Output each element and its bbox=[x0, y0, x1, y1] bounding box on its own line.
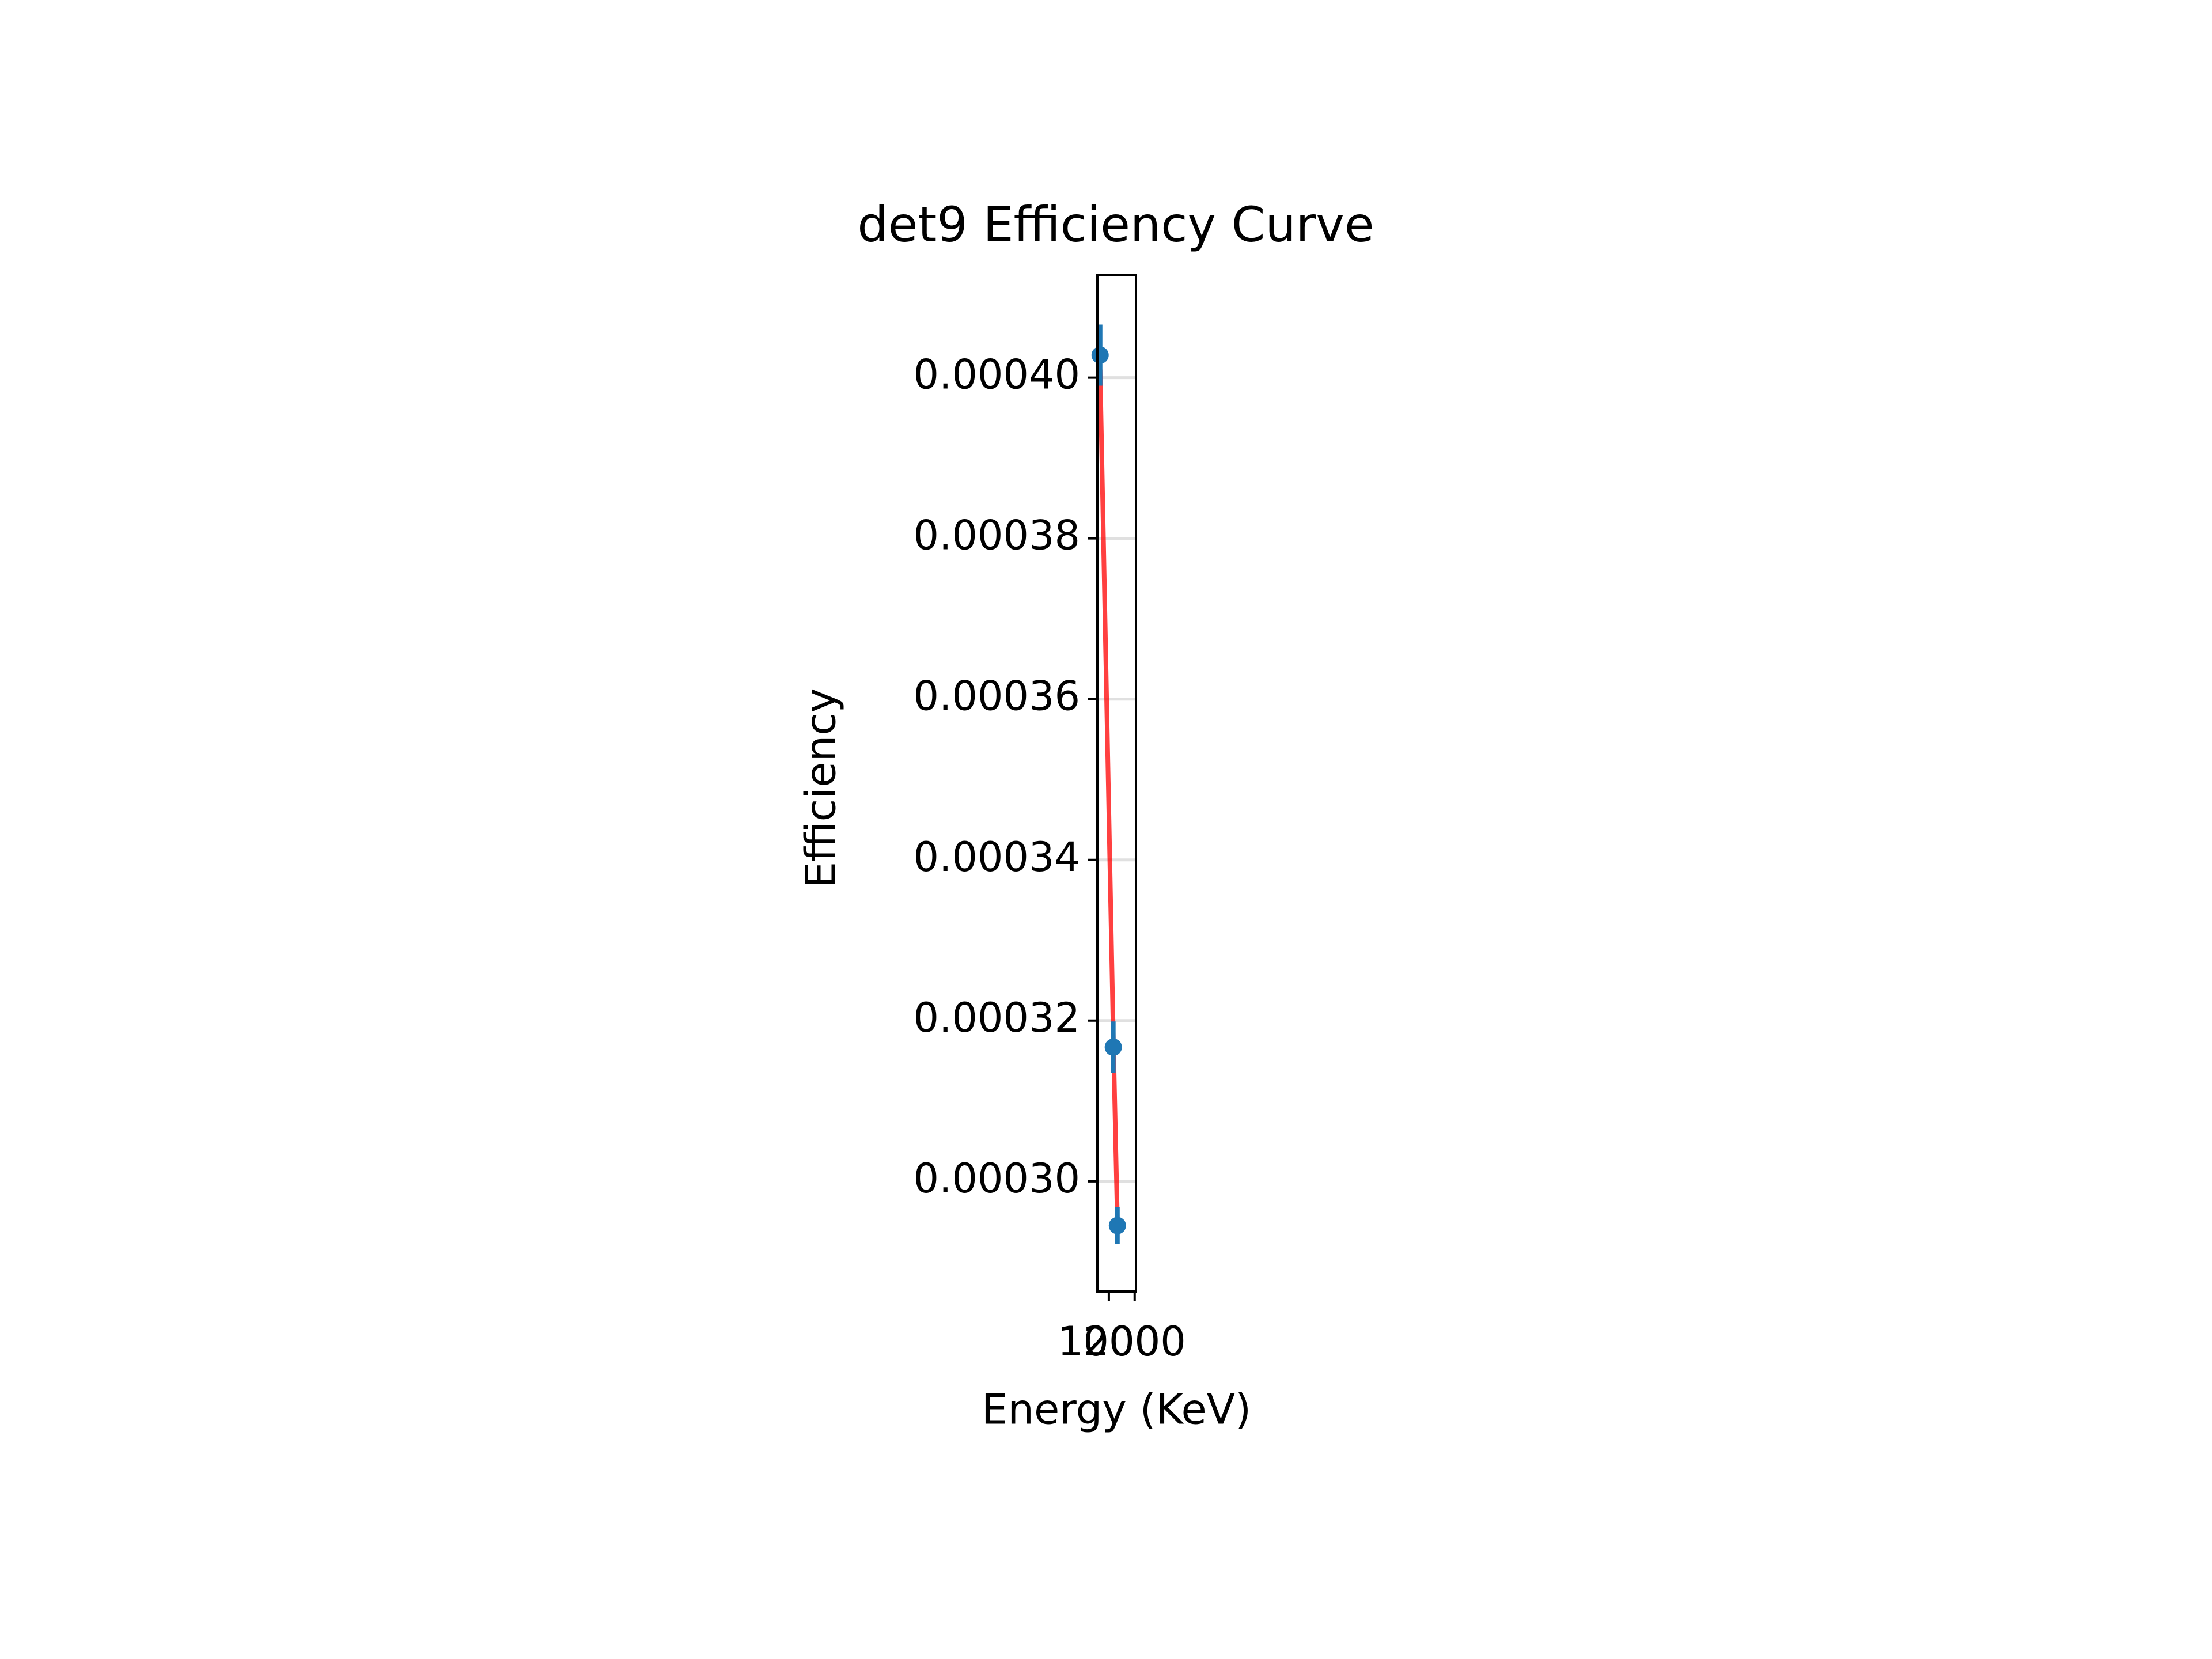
data-point bbox=[1104, 1038, 1122, 1056]
y-tick-label: 0.00040 bbox=[914, 351, 1080, 399]
y-axis-label: Efficiency bbox=[797, 688, 845, 888]
data-point bbox=[1108, 1217, 1126, 1234]
y-tick-label: 0.00038 bbox=[914, 512, 1080, 559]
y-tick-label: 0.00030 bbox=[914, 1155, 1080, 1202]
y-tick-label: 0.00036 bbox=[914, 673, 1080, 720]
y-tick-label: 0.00032 bbox=[914, 994, 1080, 1041]
plot-frame bbox=[1096, 274, 1137, 1293]
chart-title: det9 Efficiency Curve bbox=[857, 196, 1374, 253]
x-tick-label: 2000 bbox=[1084, 1318, 1186, 1365]
data-point bbox=[1091, 346, 1109, 364]
x-tick-label: 1000 bbox=[1058, 1318, 1160, 1365]
y-tick-label: 0.00034 bbox=[914, 834, 1080, 881]
x-axis-label: Energy (KeV) bbox=[982, 1385, 1251, 1434]
